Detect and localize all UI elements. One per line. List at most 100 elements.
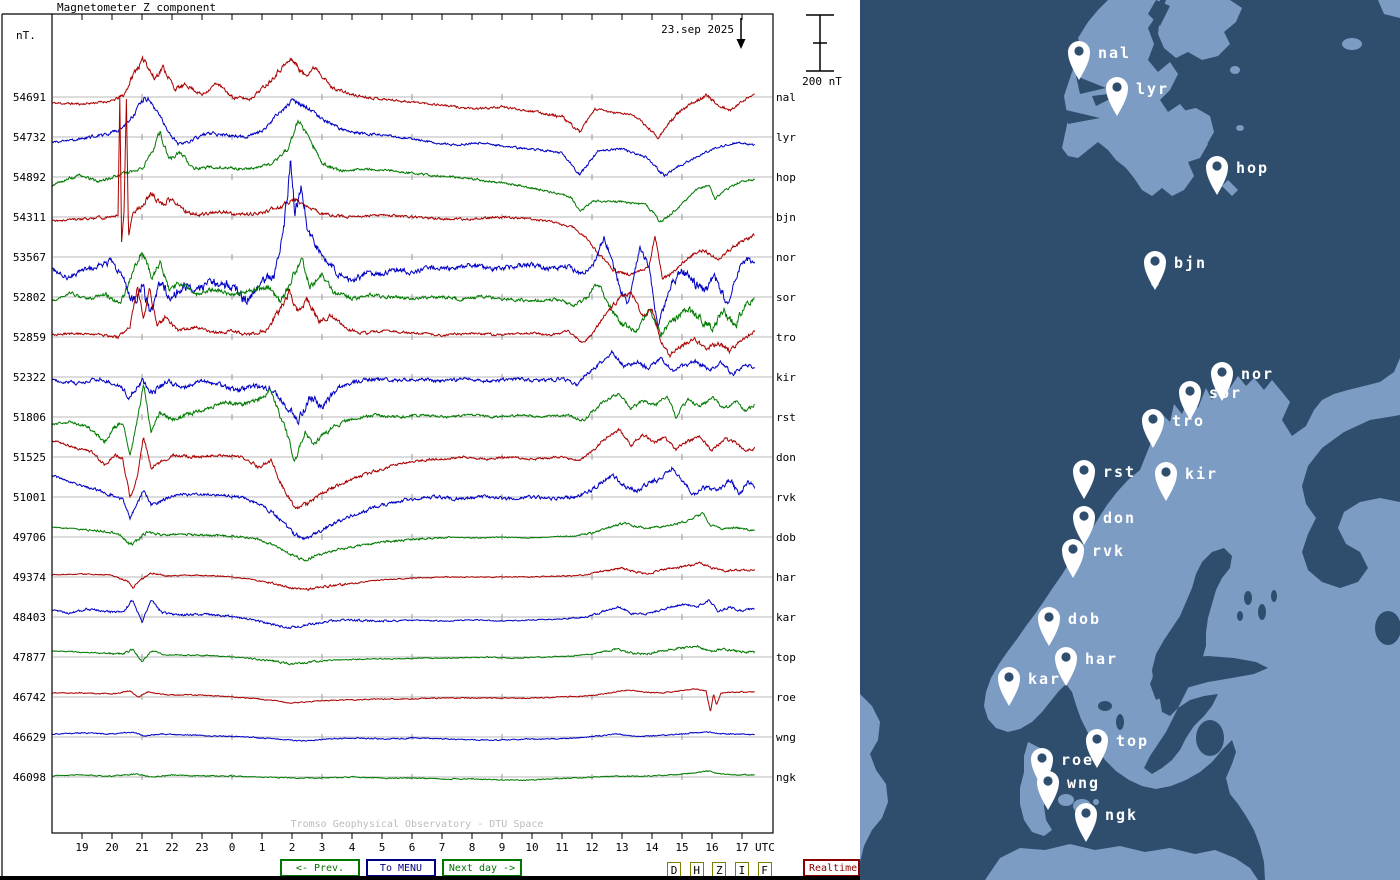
trace-roe <box>52 687 755 712</box>
map-pin-bjn: bjn <box>1144 251 1207 290</box>
x-axis-hour-12: 12 <box>585 841 598 854</box>
map-pin-label-sor: sor <box>1209 384 1242 402</box>
trace-nal <box>52 55 755 140</box>
x-axis-hour-19: 19 <box>75 841 88 854</box>
map-pin-label-har: har <box>1085 650 1118 668</box>
map-pin-label-tro: tro <box>1172 412 1205 430</box>
pin-hole-icon <box>1061 652 1071 662</box>
station-label-hop: hop <box>776 171 796 184</box>
map-pin-label-bjn: bjn <box>1174 254 1207 272</box>
component-i-button[interactable]: I <box>734 862 749 880</box>
y-axis-unit: nT. <box>16 29 36 42</box>
y-axis-value-wng: 46629 <box>13 731 46 744</box>
station-label-kir: kir <box>776 371 796 384</box>
station-label-rvk: rvk <box>776 491 796 504</box>
scale-bar-label: 200 nT <box>802 75 842 88</box>
y-axis-value-rvk: 51001 <box>13 491 46 504</box>
pin-hole-icon <box>1074 46 1084 56</box>
map-landmasses <box>860 0 1400 880</box>
map-pin-nor: nor <box>1211 362 1272 401</box>
utc-label: UTC <box>755 841 775 854</box>
pin-hole-icon <box>1148 414 1158 424</box>
y-axis-value-lyr: 54732 <box>13 131 46 144</box>
axis-labels: 19 20 21 22 23 0 1 2 3 4 5 6 7 8 9 10 11 12 13 14 15 16 175469… <box>13 91 796 854</box>
trace-tro <box>52 286 756 358</box>
x-axis-hour-17: 17 <box>735 841 748 854</box>
trace-sor <box>52 252 755 338</box>
station-label-nal: nal <box>776 91 796 104</box>
prev-day-button[interactable]: <- Prev. day <box>280 859 360 880</box>
x-axis-hour-5: 5 <box>379 841 386 854</box>
trace-rst <box>52 384 755 463</box>
map-pin-lyr: lyr <box>1106 77 1167 116</box>
station-label-har: har <box>776 571 796 584</box>
plot-frame <box>1 13 774 876</box>
y-axis-value-tro: 52859 <box>13 331 46 344</box>
x-axis-hour-3: 3 <box>319 841 326 854</box>
pin-hole-icon <box>1185 386 1195 396</box>
map-pin-roe: roe <box>1031 748 1092 787</box>
pin-hole-icon <box>1112 82 1122 92</box>
map-pin-label-wng: wng <box>1067 774 1100 792</box>
trace-wng <box>52 731 755 742</box>
map-pin-label-kir: kir <box>1185 465 1218 483</box>
realtime-button[interactable]: Realtime <box>803 859 860 877</box>
y-axis-value-kir: 52322 <box>13 371 46 384</box>
x-axis-hour-10: 10 <box>525 841 538 854</box>
trace-dob <box>52 511 755 562</box>
y-axis-value-nor: 53567 <box>13 251 46 264</box>
x-axis-hour-1: 1 <box>259 841 266 854</box>
map-land-3 <box>1174 108 1214 152</box>
pin-hole-icon <box>1092 734 1102 744</box>
map-pin-tro: tro <box>1142 409 1205 448</box>
y-axis-value-hop: 54892 <box>13 171 46 184</box>
trace-rvk <box>52 466 756 541</box>
x-axis-hour-0: 0 <box>229 841 236 854</box>
plot-title: Magnetometer Z component <box>57 1 216 14</box>
x-axis-hour-20: 20 <box>105 841 118 854</box>
pin-hole-icon <box>1217 367 1227 377</box>
component-z-button[interactable]: Z <box>712 862 727 880</box>
to-menu-button[interactable]: To MENU <box>366 859 436 877</box>
map-pin-dob: dob <box>1038 607 1099 646</box>
station-label-lyr: lyr <box>776 131 796 144</box>
next-day-button[interactable]: Next day -> <box>442 859 522 877</box>
x-axis-hour-7: 7 <box>439 841 446 854</box>
component-h-button[interactable]: H <box>689 862 704 880</box>
map-pin-sor: sor <box>1179 381 1242 420</box>
map-pin-label-top: top <box>1116 732 1149 750</box>
trace-don <box>52 427 756 510</box>
pin-hole-icon <box>1068 544 1078 554</box>
station-label-dob: dob <box>776 531 796 544</box>
station-label-wng: wng <box>776 731 796 744</box>
map-pin-har: har <box>1055 647 1118 686</box>
trace-ngk <box>52 770 755 782</box>
map-pin-kar: kar <box>998 667 1059 706</box>
map-pin-don: don <box>1073 506 1134 545</box>
trace-kar <box>52 599 755 630</box>
map-pin-label-ngk: ngk <box>1105 806 1138 824</box>
map-pin-ngk: ngk <box>1075 803 1138 842</box>
map-pin-top: top <box>1086 729 1149 768</box>
watermark: Tromso Geophysical Observatory - DTU Spa… <box>291 819 544 830</box>
y-axis-value-roe: 46742 <box>13 691 46 704</box>
x-axis-hour-11: 11 <box>555 841 568 854</box>
map-pin-label-rst: rst <box>1103 463 1136 481</box>
station-label-roe: roe <box>776 691 796 704</box>
component-d-button[interactable]: D <box>667 862 681 880</box>
magnetogram-traces <box>52 55 756 782</box>
pin-hole-icon <box>1044 612 1054 622</box>
component-f-button[interactable]: F <box>757 862 772 880</box>
trace-kir <box>52 349 755 426</box>
station-label-nor: nor <box>776 251 796 264</box>
date-arrow-icon <box>736 18 746 49</box>
station-label-sor: sor <box>776 291 796 304</box>
x-axis-hour-8: 8 <box>469 841 476 854</box>
x-axis-hour-16: 16 <box>705 841 718 854</box>
x-axis-hour-22: 22 <box>165 841 178 854</box>
x-axis-hour-2: 2 <box>289 841 296 854</box>
trace-nor <box>52 160 756 329</box>
